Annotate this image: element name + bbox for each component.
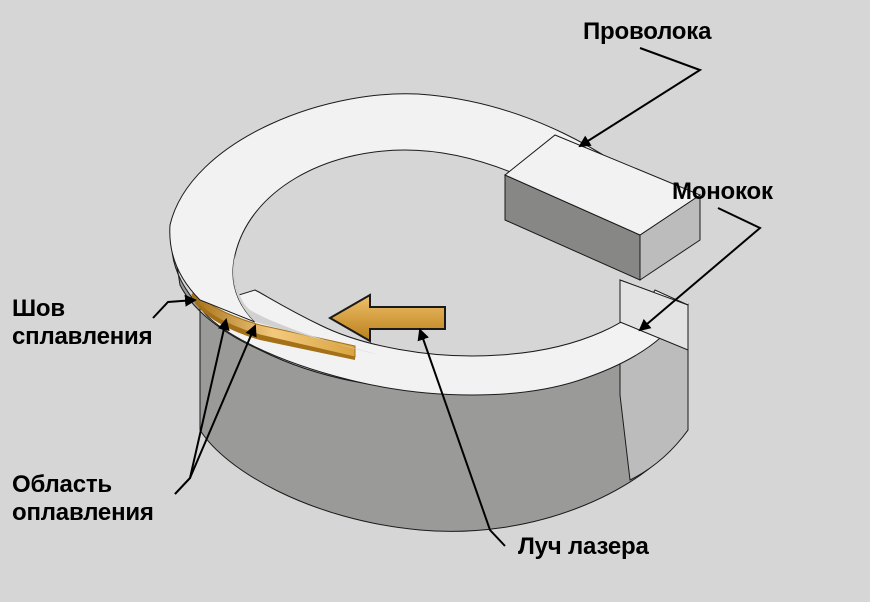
label-melt: Область оплавления	[12, 471, 154, 526]
label-laser: Луч лазера	[518, 533, 649, 561]
diagram-stage: Проволока Монокок Шов сплавления Область…	[0, 0, 870, 602]
label-seam: Шов сплавления	[12, 295, 152, 350]
label-wire: Проволока	[583, 18, 711, 46]
label-monocoque: Монокок	[672, 178, 773, 206]
